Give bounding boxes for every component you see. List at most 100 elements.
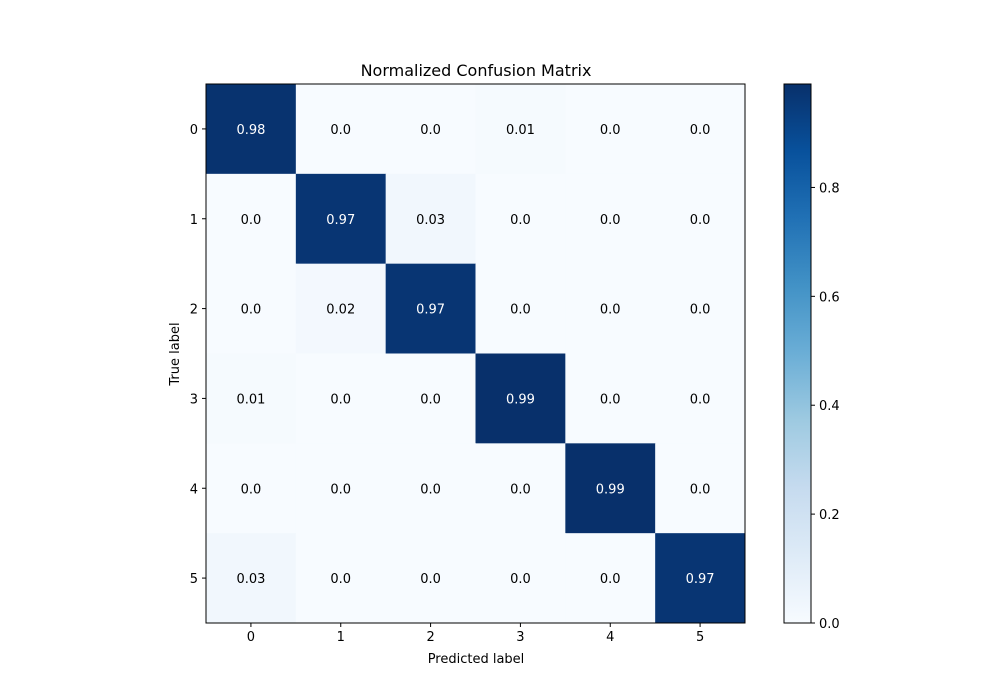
colorbar [783, 83, 812, 624]
colorbar-tick-label: 0.2 [819, 508, 840, 523]
heatmap-cell-r5-c2 [385, 533, 476, 624]
heatmap-cell-r5-c4 [565, 533, 656, 624]
cell-value-label: 0.0 [690, 392, 711, 407]
cell-value-label: 0.0 [510, 303, 531, 318]
y-tick-label: 1 [190, 213, 198, 228]
x-axis-label: Predicted label [428, 652, 525, 667]
plot-frame [205, 83, 746, 624]
x-tick-label: 3 [516, 630, 524, 645]
cell-value-label: 0.0 [330, 123, 351, 138]
heatmap-cell-r2-c0 [206, 263, 297, 354]
heatmap-cell-r1-c5 [655, 173, 746, 265]
y-tick-label: 0 [190, 123, 198, 138]
heatmap-cell-r3-c3 [475, 353, 566, 444]
cell-value-label: 0.0 [420, 572, 441, 587]
x-tick-label: 1 [337, 630, 345, 645]
cell-value-label: 0.0 [241, 482, 262, 497]
heatmap-cell-r2-c5 [655, 263, 746, 354]
heatmap-cell-r1-c2 [385, 173, 476, 265]
cell-value-label: 0.0 [600, 392, 621, 407]
heatmap-cell-r1-c1 [295, 173, 387, 265]
heatmap-cell-r4-c4 [565, 443, 656, 534]
cell-value-label: 0.0 [690, 303, 711, 318]
heatmap-cell-r4-c1 [295, 443, 387, 534]
cell-value-label: 0.97 [326, 213, 355, 228]
cell-value-label: 0.02 [326, 303, 355, 318]
heatmap-cell-r3-c5 [655, 353, 746, 444]
cell-value-label: 0.0 [420, 482, 441, 497]
heatmap-cell-r1-c0 [206, 173, 297, 265]
cell-value-label: 0.0 [420, 392, 441, 407]
y-tick-label: 2 [190, 303, 198, 318]
cell-value-label: 0.0 [600, 123, 621, 138]
cell-value-label: 0.0 [600, 213, 621, 228]
cell-value-label: 0.0 [510, 572, 531, 587]
cell-value-label: 0.0 [241, 303, 262, 318]
cell-value-label: 0.97 [416, 303, 445, 318]
cell-value-label: 0.01 [236, 392, 265, 407]
y-tick-label: 3 [190, 392, 198, 407]
cell-value-label: 0.0 [241, 213, 262, 228]
y-axis-label: True label [168, 322, 183, 386]
cell-value-label: 0.0 [690, 213, 711, 228]
heatmap-cell-r2-c3 [475, 263, 566, 354]
cell-value-label: 0.0 [330, 392, 351, 407]
heatmap-cell-r5-c0 [206, 533, 297, 624]
cell-value-label: 0.0 [600, 303, 621, 318]
cell-value-label: 0.0 [510, 482, 531, 497]
heatmap-cell-r3-c2 [385, 353, 476, 444]
cell-value-label: 0.0 [510, 213, 531, 228]
heatmap-cells [206, 84, 746, 624]
heatmap-cell-r2-c1 [295, 263, 387, 354]
heatmap-cell-r1-c3 [475, 173, 566, 265]
heatmap-cell-r5-c1 [295, 533, 387, 624]
y-tick-label: 5 [190, 572, 198, 587]
cell-value-label: 0.01 [506, 123, 535, 138]
x-axis-ticks: 0 1 2 3 4 5 [247, 623, 704, 645]
cell-value-label: 0.0 [690, 123, 711, 138]
cell-value-label: 0.0 [600, 572, 621, 587]
cell-value-label: 0.0 [690, 482, 711, 497]
heatmap-cell-r4-c3 [475, 443, 566, 534]
cell-value-label: 0.0 [420, 123, 441, 138]
heatmap-cell-r0-c0 [206, 84, 297, 175]
cell-value-label: 0.97 [686, 572, 715, 587]
heatmap-cell-r0-c5 [655, 84, 746, 175]
colorbar-tick-label: 0.4 [819, 399, 840, 414]
cell-value-label: 0.03 [416, 213, 445, 228]
heatmap-cell-r4-c0 [206, 443, 297, 534]
heatmap-cell-r4-c5 [655, 443, 746, 534]
heatmap-cell-r4-c2 [385, 443, 476, 534]
heatmap-cell-r3-c1 [295, 353, 387, 444]
heatmap-cell-r0-c1 [295, 84, 387, 175]
heatmap-cell-r1-c4 [565, 173, 656, 265]
heatmap-cell-r2-c2 [385, 263, 476, 354]
heatmap-cell-r3-c4 [565, 353, 656, 444]
chart-title: Normalized Confusion Matrix [361, 61, 592, 80]
heatmap-cell-r0-c2 [385, 84, 476, 175]
x-tick-label: 5 [696, 630, 704, 645]
cell-value-label: 0.0 [330, 572, 351, 587]
heatmap-cell-r0-c4 [565, 84, 656, 175]
heatmap-cell-r0-c3 [475, 84, 566, 175]
cell-value-label: 0.99 [506, 392, 535, 407]
x-tick-label: 0 [247, 630, 255, 645]
y-axis-ticks: 0 1 2 3 4 5 [190, 123, 206, 587]
cell-value-label: 0.0 [330, 482, 351, 497]
colorbar-tick-label: 0.8 [819, 181, 840, 196]
cell-value-label: 0.98 [236, 123, 265, 138]
heatmap-cell-r3-c0 [206, 353, 297, 444]
cell-value-label: 0.99 [596, 482, 625, 497]
colorbar-tick-label: 0.0 [819, 617, 840, 632]
colorbar-tick-label: 0.6 [819, 290, 840, 305]
y-tick-label: 4 [190, 482, 198, 497]
cell-value-label: 0.03 [236, 572, 265, 587]
x-tick-label: 4 [606, 630, 614, 645]
heatmap-cell-r2-c4 [565, 263, 656, 354]
heatmap-cell-r5-c5 [655, 533, 746, 624]
heatmap-cell-labels: 0.98 0.0 0.0 0.01 0.0 0.0 0.0 0.97 0.03 0.0 0.0 0.0… [236, 123, 714, 587]
x-tick-label: 2 [426, 630, 434, 645]
colorbar-ticks: 0.0 0.2 0.4 0.6 0.8 [811, 181, 840, 632]
